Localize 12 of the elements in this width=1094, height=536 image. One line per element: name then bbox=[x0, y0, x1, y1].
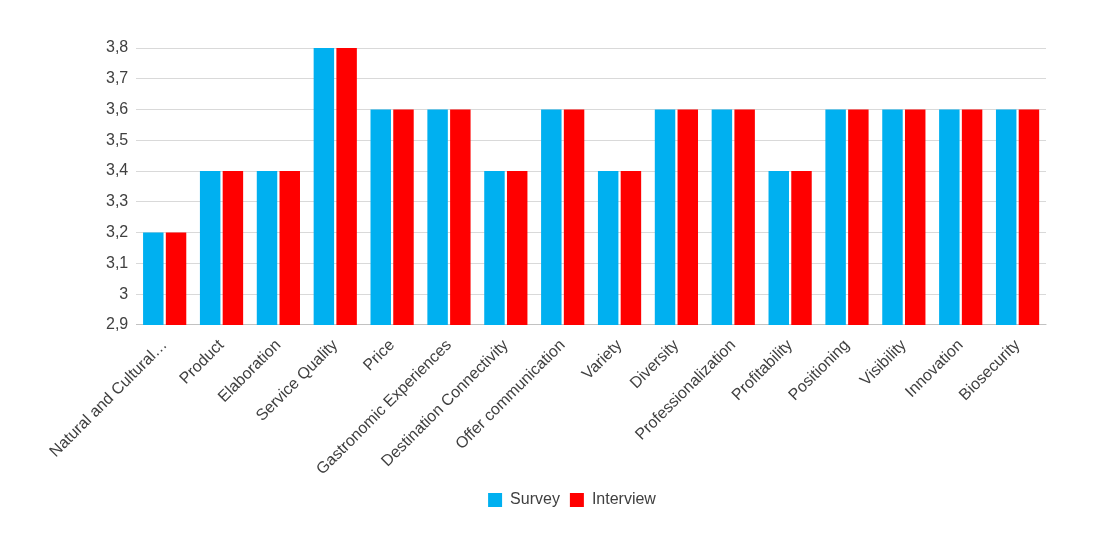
y-tick-label: 3,7 bbox=[105, 69, 129, 87]
y-tick-label: 3,1 bbox=[105, 253, 129, 271]
y-tick-label: 3,3 bbox=[105, 192, 129, 210]
y-tick-label: 3,6 bbox=[105, 99, 129, 117]
y-tick-label: 3,2 bbox=[105, 223, 129, 240]
y-tick-label: 3 bbox=[119, 284, 129, 302]
y-tick-label: 2,9 bbox=[105, 315, 129, 333]
legend-label: Survey bbox=[510, 490, 560, 508]
y-tick-label: 3,8 bbox=[105, 38, 129, 56]
y-tick-label: 3,5 bbox=[105, 130, 129, 148]
legend-label: Interview bbox=[591, 490, 657, 508]
y-tick-label: 3,4 bbox=[105, 161, 129, 179]
